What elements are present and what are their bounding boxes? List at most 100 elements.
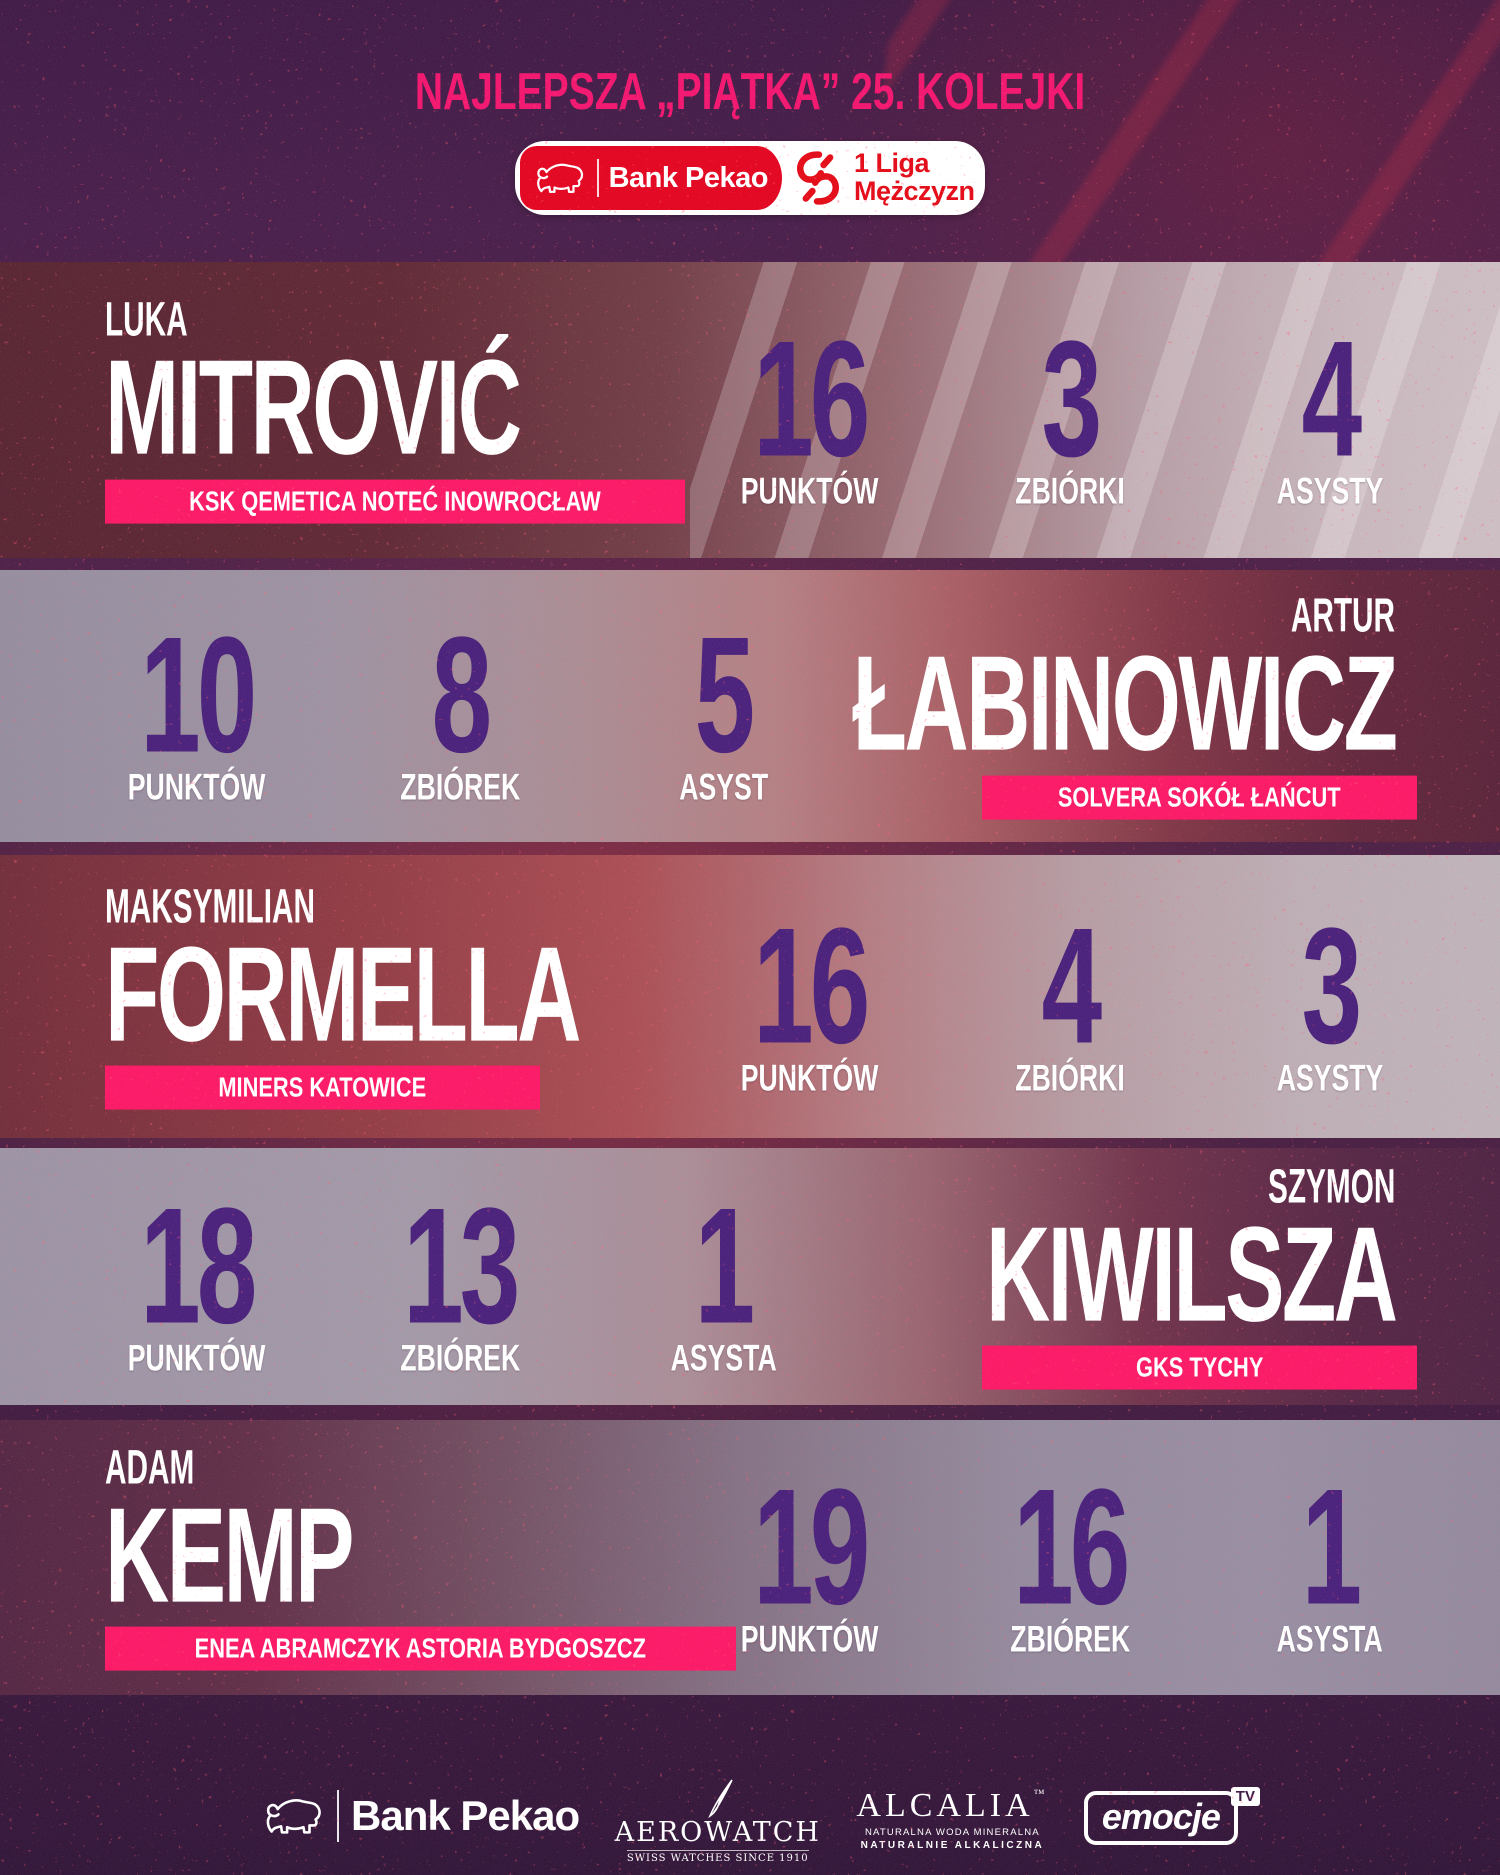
bank-pekao-label: Bank Pekao xyxy=(351,1792,580,1839)
team-name: MINERS KATOWICE xyxy=(218,1071,427,1103)
emocje-label: emocje xyxy=(1101,1796,1221,1837)
player-name-block: ADAM KEMP ENEA ABRAMCZYK ASTORIA BYDGOSZ… xyxy=(105,1444,736,1671)
team-name: GKS TYCHY xyxy=(1135,1351,1264,1383)
player-row-mitrovic: LUKA MITROVIĆ KSK QEMETICA NOTEĆ INOWROC… xyxy=(0,262,1500,558)
alcalia-tagline-2: NATURALNIE ALKALICZNA xyxy=(860,1840,1045,1851)
logo-divider xyxy=(337,1790,339,1842)
player-last-name: ŁABINOWICZ xyxy=(852,627,1397,779)
stat-label: PUNKTÓW xyxy=(127,766,266,808)
stat-label: ASYSTY xyxy=(1276,470,1384,512)
stat-rebounds: 16 ZBIÓREK xyxy=(940,1454,1200,1660)
team-name: SOLVERA SOKÓŁ ŁAŃCUT xyxy=(1058,781,1341,813)
page-title: NAJLEPSZA „PIĄTKA” 25. KOLEJKI xyxy=(414,63,1086,121)
sponsor-alcalia: ALCALIA™ NATURALNA WODA MINERALNA NATURA… xyxy=(856,1789,1048,1852)
chip-divider xyxy=(596,159,599,197)
stat-assists: 3 ASYSTY xyxy=(1200,893,1460,1099)
stat-group: 18 PUNKTÓW 13 ZBIÓREK 1 ASYSTA xyxy=(65,1173,855,1379)
player-last-name: MITROVIĆ xyxy=(105,331,522,483)
stat-group: 19 PUNKTÓW 16 ZBIÓREK 1 ASYSTA xyxy=(680,1454,1460,1660)
player-row-labinowicz: ARTUR ŁABINOWICZ SOLVERA SOKÓŁ ŁAŃCUT 10… xyxy=(0,570,1500,842)
bank-pekao-label: Bank Pekao xyxy=(608,161,769,194)
stat-label: ZBIÓREK xyxy=(400,1337,520,1379)
stat-assists: 5 ASYST xyxy=(592,602,855,808)
team-bar: SOLVERA SOKÓŁ ŁAŃCUT xyxy=(982,775,1417,820)
team-name: KSK QEMETICA NOTEĆ INOWROCŁAW xyxy=(189,485,601,517)
stat-group: 16 PUNKTÓW 4 ZBIÓRKI 3 ASYSTY xyxy=(680,893,1460,1099)
stat-rebounds: 13 ZBIÓREK xyxy=(328,1173,591,1379)
team-name: ENEA ABRAMCZYK ASTORIA BYDGOSZCZ xyxy=(194,1632,647,1664)
stat-label: ASYSTY xyxy=(1276,1057,1384,1099)
bison-icon xyxy=(537,163,584,193)
stat-assists: 4 ASYSTY xyxy=(1200,306,1460,512)
stat-label: PUNKTÓW xyxy=(127,1337,266,1379)
league-line1: 1 Liga xyxy=(854,148,930,179)
stat-label: ASYST xyxy=(678,766,768,808)
stat-points: 19 PUNKTÓW xyxy=(680,1454,940,1660)
aerowatch-label: AEROWATCH xyxy=(614,1817,821,1849)
stat-value: 1 xyxy=(695,1173,756,1358)
stat-label: PUNKTÓW xyxy=(741,470,879,512)
stat-rebounds: 4 ZBIÓRKI xyxy=(940,893,1200,1099)
stat-value: 10 xyxy=(140,602,257,787)
stat-label: ZBIÓREK xyxy=(1010,1618,1130,1660)
stat-rebounds: 3 ZBIÓRKI xyxy=(940,306,1200,512)
team-bar: KSK QEMETICA NOTEĆ INOWROCŁAW xyxy=(105,479,685,524)
league-name: 1 Liga Mężczyzn xyxy=(854,150,975,205)
stat-points: 10 PUNKTÓW xyxy=(65,602,328,808)
league-line2: Mężczyzn xyxy=(854,176,975,206)
stat-value: 3 xyxy=(1301,893,1363,1078)
player-last-name: FORMELLA xyxy=(105,918,581,1070)
player-name-block: LUKA MITROVIĆ KSK QEMETICA NOTEĆ INOWROC… xyxy=(105,296,733,524)
stat-label: ZBIÓREK xyxy=(400,766,520,808)
stat-label: ASYSTA xyxy=(670,1337,777,1379)
sponsor-aerowatch: AEROWATCH SWISS WATCHES SINCE 1910 xyxy=(615,1778,821,1866)
stat-value: 8 xyxy=(431,602,493,787)
swan-icon xyxy=(708,1779,733,1819)
league-badge: Bank Pekao 1 Liga Mężczyzn xyxy=(515,141,985,215)
stat-value: 19 xyxy=(753,1454,870,1639)
stat-label: ASYSTA xyxy=(1276,1618,1384,1660)
sponsor-emocje-tv: emocje TV xyxy=(1083,1787,1260,1845)
alcalia-wordmark: ALCALIA xyxy=(856,1787,1034,1824)
player-row-kiwilsza: SZYMON KIWILSZA GKS TYCHY 18 PUNKTÓW 13 … xyxy=(0,1148,1500,1405)
stat-points: 16 PUNKTÓW xyxy=(680,306,940,512)
stat-value: 3 xyxy=(1041,306,1103,491)
stat-assists: 1 ASYSTA xyxy=(592,1173,855,1379)
stat-group: 10 PUNKTÓW 8 ZBIÓREK 5 ASYST xyxy=(65,602,855,808)
bison-icon xyxy=(266,1799,321,1834)
player-last-name: KIWILSZA xyxy=(985,1198,1398,1350)
stat-label: PUNKTÓW xyxy=(741,1057,879,1099)
stat-label: PUNKTÓW xyxy=(741,1618,879,1660)
stat-points: 18 PUNKTÓW xyxy=(65,1173,328,1379)
stat-group: 16 PUNKTÓW 3 ZBIÓRKI 4 ASYSTY xyxy=(680,306,1460,512)
stat-value: 1 xyxy=(1301,1454,1363,1639)
stat-value: 16 xyxy=(1013,1454,1130,1639)
team-bar: GKS TYCHY xyxy=(982,1345,1417,1390)
stat-value: 4 xyxy=(1301,306,1363,491)
stat-value: 4 xyxy=(1041,893,1103,1078)
player-last-name: KEMP xyxy=(105,1479,355,1631)
stat-rebounds: 8 ZBIÓREK xyxy=(328,602,591,808)
alcalia-label: ALCALIA™ xyxy=(856,1789,1048,1823)
stat-points: 16 PUNKTÓW xyxy=(680,893,940,1099)
sponsor-bar: Bank Pekao AEROWATCH SWISS WATCHES SINCE… xyxy=(263,1768,1260,1866)
sponsor-bank-pekao: Bank Pekao xyxy=(263,1790,580,1842)
stat-assists: 1 ASYSTA xyxy=(1200,1454,1460,1660)
player-row-formella: MAKSYMILIAN FORMELLA MINERS KATOWICE 16 … xyxy=(0,855,1500,1138)
trademark-symbol: ™ xyxy=(1033,1788,1049,1800)
stat-value: 16 xyxy=(753,306,870,491)
team-bar: MINERS KATOWICE xyxy=(105,1065,540,1110)
stat-value: 5 xyxy=(695,602,756,787)
league-ball-icon xyxy=(797,151,839,205)
tv-badge: TV xyxy=(1230,1787,1260,1806)
stat-value: 16 xyxy=(753,893,870,1078)
player-row-kemp: ADAM KEMP ENEA ABRAMCZYK ASTORIA BYDGOSZ… xyxy=(0,1420,1500,1695)
alcalia-tagline-1: NATURALNA WODA MINERALNA xyxy=(864,1827,1040,1838)
stat-label: ZBIÓRKI xyxy=(1015,470,1125,512)
stat-label: ZBIÓRKI xyxy=(1015,1057,1125,1099)
aerowatch-tagline: SWISS WATCHES SINCE 1910 xyxy=(626,1849,809,1864)
stat-value: 13 xyxy=(403,1173,520,1358)
bank-pekao-chip: Bank Pekao xyxy=(520,146,782,210)
stat-value: 18 xyxy=(140,1173,257,1358)
